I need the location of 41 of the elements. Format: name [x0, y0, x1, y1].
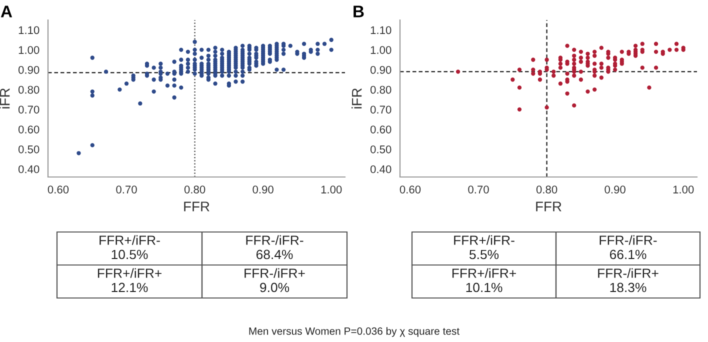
x-tick-label: 0.60: [48, 186, 69, 194]
x-tick-label: 0.60: [400, 186, 421, 194]
y-tick-label: 0.80: [18, 86, 40, 94]
text: FFR-/iFR+ 18.3%: [598, 268, 658, 292]
text: FFR-/iFR+ 9.0%: [244, 268, 305, 292]
text: FFR-/iFR- 68.4%: [246, 235, 304, 260]
x-tick-label: 1.00: [673, 186, 694, 194]
y-tick-label: 1.00: [18, 46, 40, 54]
y-axis-title: iFR: [352, 88, 362, 108]
text: FFR+/iFR+ 12.1%: [98, 268, 162, 292]
y-tick-label: 0.40: [370, 165, 392, 174]
y-tick-label: 0.70: [18, 106, 40, 114]
text: Men versus Women P=0.036 by χ square test: [249, 327, 460, 337]
x-tick-label: 0.80: [184, 186, 206, 194]
x-tick-label: 1.00: [321, 186, 342, 194]
y-tick-label: 0.40: [18, 165, 40, 174]
y-tick-label: 0.90: [370, 66, 392, 74]
y-tick-label: 0.90: [18, 66, 40, 74]
y-tick-label: 0.60: [18, 126, 40, 134]
y-tick-label: 0.50: [370, 145, 392, 154]
x-tick-label: 0.90: [604, 186, 626, 194]
text: FFR+/iFR- 5.5%: [454, 235, 514, 260]
y-tick-label: 0.80: [370, 86, 392, 94]
chart-title: B: [354, 6, 364, 18]
y-axis-title: iFR: [0, 88, 10, 108]
y-tick-label: 1.10: [370, 26, 392, 34]
y-tick-label: 1.00: [370, 46, 392, 54]
x-tick-label: 0.80: [536, 186, 558, 194]
y-tick-label: 1.10: [18, 26, 40, 34]
text: FFR+/iFR+ 10.1%: [452, 268, 516, 292]
x-tick-label: 0.90: [252, 186, 274, 194]
x-tick-label: 0.70: [468, 186, 489, 194]
x-axis-title: FFR: [536, 202, 562, 212]
y-tick-label: 0.70: [370, 106, 392, 114]
x-axis-title: FFR: [184, 202, 210, 212]
y-tick-label: 0.50: [18, 145, 40, 154]
chart-title: A: [0, 6, 12, 18]
text: FFR+/iFR- 10.5%: [100, 235, 160, 260]
y-tick-label: 0.60: [370, 126, 392, 134]
text: FFR-/iFR- 66.1%: [600, 235, 657, 260]
x-tick-label: 0.70: [116, 186, 137, 194]
